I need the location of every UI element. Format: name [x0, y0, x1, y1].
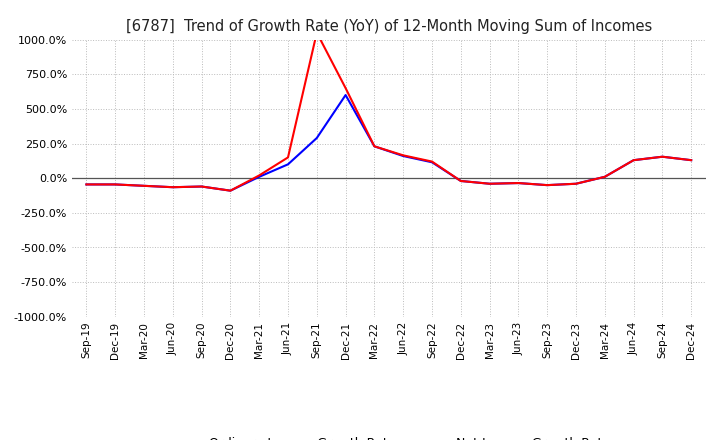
Title: [6787]  Trend of Growth Rate (YoY) of 12-Month Moving Sum of Incomes: [6787] Trend of Growth Rate (YoY) of 12-… — [126, 19, 652, 34]
Legend: Ordinary Income Growth Rate, Net Income Growth Rate: Ordinary Income Growth Rate, Net Income … — [163, 432, 615, 440]
